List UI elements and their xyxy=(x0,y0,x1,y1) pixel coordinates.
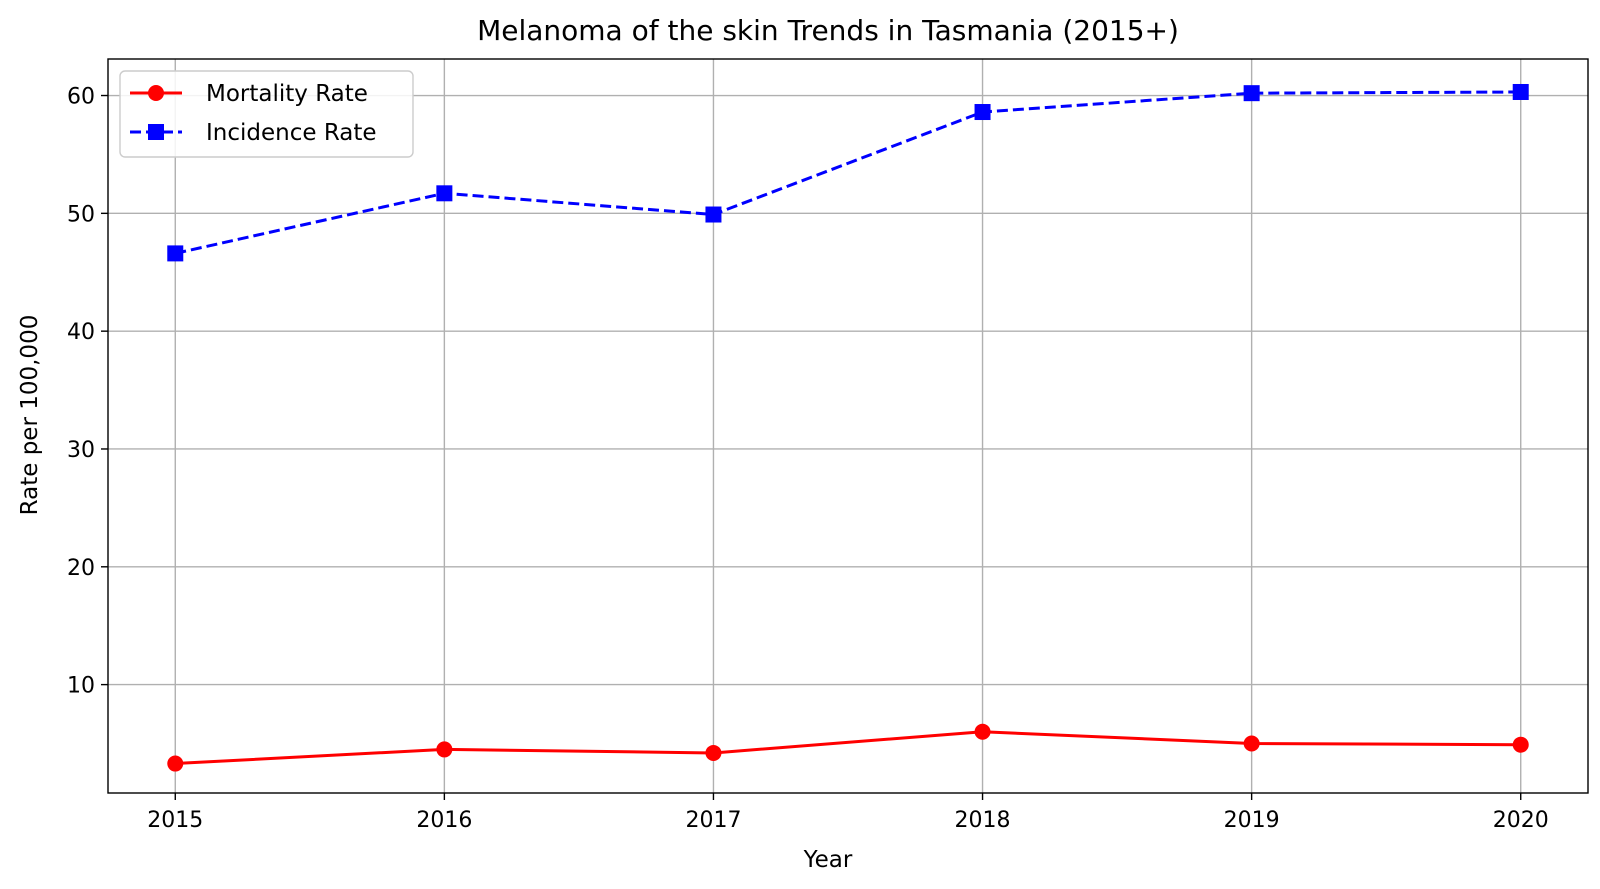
x-axis-ticks: 2015 2016 2017 2018 2019 2020 xyxy=(147,793,1549,833)
y-tick-label: 30 xyxy=(67,438,95,463)
legend-mortality-rate-marker xyxy=(148,85,164,101)
x-axis-label: Year xyxy=(803,847,853,873)
incidence-rate-point xyxy=(1243,85,1260,102)
y-tick-label: 20 xyxy=(67,556,95,581)
x-tick-label: 2016 xyxy=(416,808,472,833)
legend-mortality-rate-label: Mortality Rate xyxy=(206,81,368,107)
y-axis-ticks: 10 20 30 40 50 60 xyxy=(67,85,108,699)
incidence-rate-point xyxy=(167,245,184,262)
mortality-rate-point xyxy=(167,755,184,772)
x-tick-label: 2018 xyxy=(955,808,1011,833)
y-tick-label: 40 xyxy=(67,320,95,345)
grid-lines xyxy=(108,59,1588,793)
incidence-rate-point xyxy=(974,104,991,121)
incidence-rate-line xyxy=(174,90,1521,255)
plot-frame xyxy=(107,58,1589,794)
x-tick-label: 2017 xyxy=(685,808,741,833)
mortality-rate-point xyxy=(705,744,722,761)
mortality-rate-point xyxy=(1243,735,1260,752)
incidence-rate-series xyxy=(167,83,1529,262)
x-tick-label: 2020 xyxy=(1493,808,1549,833)
mortality-rate-point xyxy=(974,723,991,740)
incidence-rate-point xyxy=(436,185,453,202)
legend-incidence-rate-label: Incidence Rate xyxy=(206,120,377,146)
x-tick-label: 2019 xyxy=(1224,808,1280,833)
mortality-rate-line xyxy=(175,730,1521,766)
chart-title: Melanoma of the skin Trends in Tasmania … xyxy=(477,14,1179,47)
axes xyxy=(107,58,1589,794)
legend-box xyxy=(119,70,414,158)
incidence-rate-point xyxy=(1512,83,1529,100)
y-axis-label: Rate per 100,000 xyxy=(17,315,43,516)
y-tick-label: 60 xyxy=(67,85,95,110)
legend: Mortality Rate Incidence Rate xyxy=(119,70,414,158)
mortality-rate-series xyxy=(167,723,1529,772)
mortality-rate-point xyxy=(1512,736,1529,753)
incidence-rate-point xyxy=(705,206,722,223)
y-tick-label: 10 xyxy=(67,674,95,699)
data-series xyxy=(167,83,1529,772)
y-tick-label: 50 xyxy=(67,202,95,227)
mortality-rate-point xyxy=(436,741,453,758)
legend-incidence-rate-marker xyxy=(148,124,164,140)
x-tick-label: 2015 xyxy=(147,808,203,833)
